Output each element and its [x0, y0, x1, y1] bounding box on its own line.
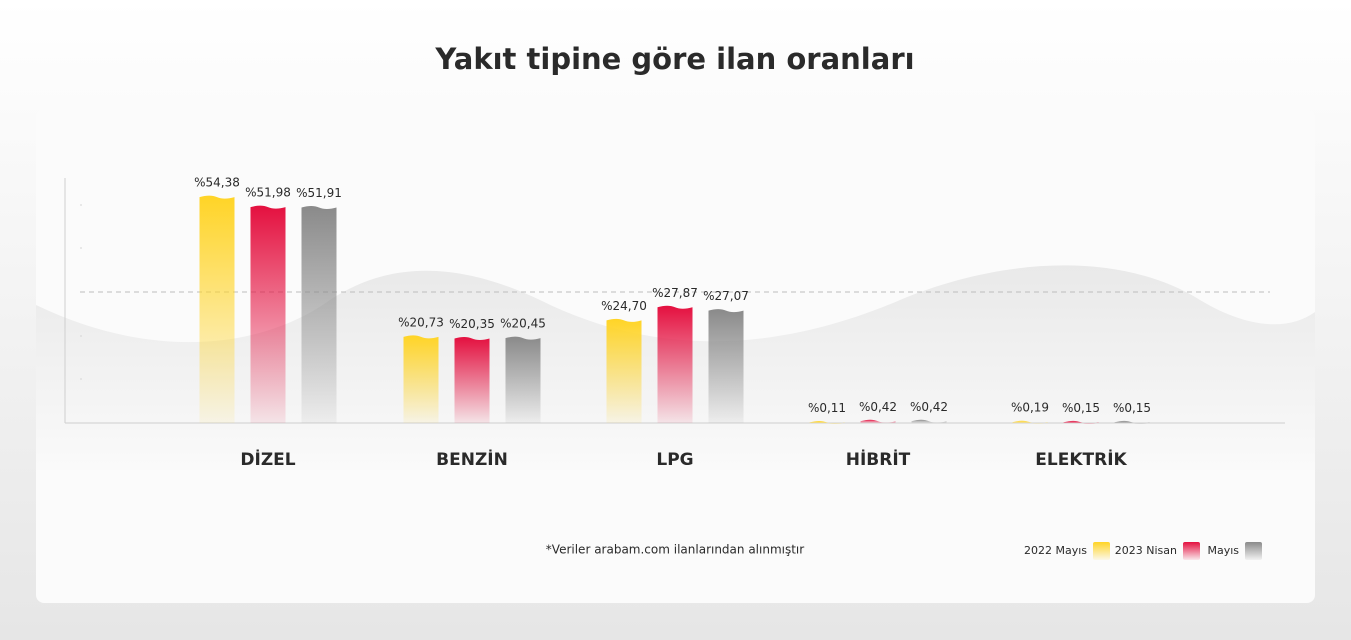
legend-label: Mayıs — [1207, 544, 1239, 557]
legend-swatch — [1093, 542, 1110, 560]
chart-title: Yakıt tipine göre ilan oranları — [434, 42, 914, 76]
bar — [505, 336, 541, 423]
value-label: %0,15 — [1062, 401, 1100, 415]
value-label: %51,91 — [296, 186, 342, 200]
value-label: %0,42 — [910, 400, 948, 414]
x-tick-label: LPG — [656, 450, 693, 470]
footnote: *Veriler arabam.com ilanlarından alınmış… — [546, 543, 804, 557]
bar — [454, 336, 490, 423]
value-label: %27,07 — [703, 289, 749, 303]
legend-swatch — [1183, 542, 1200, 560]
bar — [250, 205, 286, 423]
x-tick-label: HİBRİT — [846, 448, 911, 470]
x-tick-label: DİZEL — [240, 448, 295, 470]
value-label: %0,42 — [859, 400, 897, 414]
bar — [1063, 420, 1099, 424]
value-label: %27,87 — [652, 286, 698, 300]
bar — [809, 421, 845, 425]
legend-label: 2023 Nisan — [1115, 544, 1177, 557]
bar — [1114, 420, 1150, 424]
value-label: %0,15 — [1113, 401, 1151, 415]
bar — [1012, 420, 1048, 424]
bar — [657, 305, 693, 423]
value-label: %20,45 — [500, 317, 546, 331]
value-label: %0,11 — [808, 401, 846, 415]
bar — [606, 318, 642, 423]
bar — [860, 419, 896, 423]
x-tick-label: ELEKTRİK — [1035, 448, 1127, 470]
value-label: %0,19 — [1011, 401, 1049, 415]
value-label: %51,98 — [245, 186, 291, 200]
value-label: %24,70 — [601, 299, 647, 313]
legend-swatch — [1245, 542, 1262, 560]
value-label: %20,35 — [449, 317, 495, 331]
x-tick-label: BENZİN — [436, 448, 508, 470]
bar — [403, 335, 439, 423]
bar — [911, 419, 947, 423]
bar — [708, 309, 744, 423]
value-label: %54,38 — [194, 176, 240, 190]
bar — [199, 195, 235, 423]
bar — [301, 205, 337, 423]
value-label: %20,73 — [398, 315, 444, 329]
legend-label: 2022 Mayıs — [1024, 544, 1087, 557]
